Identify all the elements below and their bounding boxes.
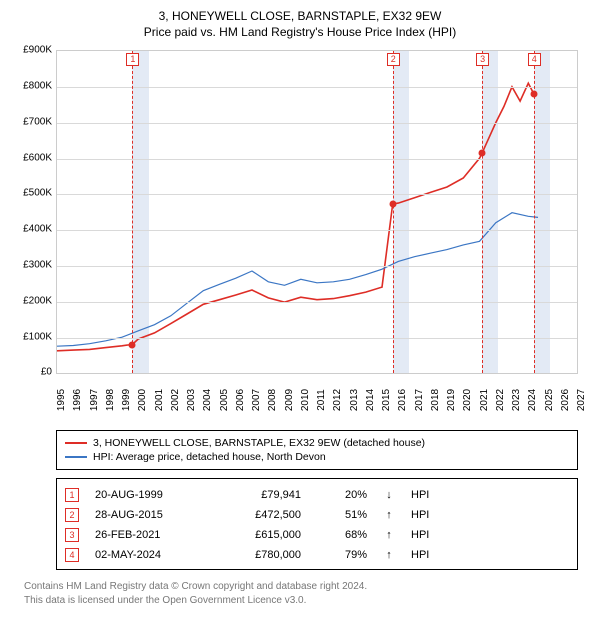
y-tick-label: £200K (12, 295, 52, 306)
arrow-down-icon: ↓ (383, 489, 395, 501)
sale-point-dot (479, 150, 486, 157)
legend: 3, HONEYWELL CLOSE, BARNSTAPLE, EX32 9EW… (56, 430, 578, 470)
sale-point-dot (530, 91, 537, 98)
sale-vs-hpi: HPI (411, 549, 429, 561)
sale-date: 02-MAY-2024 (95, 549, 205, 561)
sale-price: £780,000 (221, 549, 301, 561)
gridline (57, 302, 577, 303)
gridline (57, 123, 577, 124)
sale-price: £472,500 (221, 509, 301, 521)
sale-marker-top: 4 (528, 53, 541, 66)
sale-marker-icon: 4 (65, 548, 79, 562)
sale-marker-icon: 1 (65, 488, 79, 502)
sale-vline (482, 51, 483, 373)
chart-title: 3, HONEYWELL CLOSE, BARNSTAPLE, EX32 9EW… (12, 8, 588, 40)
sales-table: 1 20-AUG-1999 £79,941 20% ↓ HPI 2 28-AUG-2015 £4… (56, 478, 578, 570)
arrow-up-icon: ↑ (383, 529, 395, 541)
legend-item: HPI: Average price, detached house, Nort… (65, 450, 569, 464)
series-lines (57, 51, 577, 373)
sale-date: 28-AUG-2015 (95, 509, 205, 521)
x-tick-label: 2027 (576, 389, 600, 411)
y-tick-label: £500K (12, 188, 52, 199)
footer-attribution: Contains HM Land Registry data © Crown c… (24, 580, 578, 607)
sale-marker-top: 2 (387, 53, 400, 66)
sale-marker-icon: 2 (65, 508, 79, 522)
sale-vline (132, 51, 133, 373)
sale-pct: 68% (317, 529, 367, 541)
sale-pct: 20% (317, 489, 367, 501)
sale-marker-top: 3 (476, 53, 489, 66)
footer-line-2: This data is licensed under the Open Gov… (24, 594, 578, 608)
series-hpi (57, 213, 538, 347)
y-tick-label: £600K (12, 152, 52, 163)
sale-vs-hpi: HPI (411, 509, 429, 521)
sale-pct: 51% (317, 509, 367, 521)
sale-date: 20-AUG-1999 (95, 489, 205, 501)
sale-vline (534, 51, 535, 373)
y-tick-label: £0 (12, 367, 52, 378)
gridline (57, 230, 577, 231)
sale-vline (393, 51, 394, 373)
arrow-up-icon: ↑ (383, 549, 395, 561)
legend-swatch (65, 442, 87, 444)
sale-marker-icon: 3 (65, 528, 79, 542)
y-tick-label: £400K (12, 224, 52, 235)
sale-vs-hpi: HPI (411, 529, 429, 541)
sale-date: 26-FEB-2021 (95, 529, 205, 541)
y-tick-label: £100K (12, 331, 52, 342)
sale-row: 2 28-AUG-2015 £472,500 51% ↑ HPI (65, 505, 569, 525)
legend-swatch (65, 456, 87, 458)
footer-line-1: Contains HM Land Registry data © Crown c… (24, 580, 578, 594)
legend-label: HPI: Average price, detached house, Nort… (93, 451, 326, 463)
chart-area: £0 £100K £200K £300K £400K £500K £600K £700K £80… (12, 44, 588, 424)
title-line-1: 3, HONEYWELL CLOSE, BARNSTAPLE, EX32 9EW (12, 8, 588, 24)
title-line-2: Price paid vs. HM Land Registry's House … (12, 24, 588, 40)
gridline (57, 87, 577, 88)
plot-region: 1 2 3 4 (56, 50, 578, 374)
page: 3, HONEYWELL CLOSE, BARNSTAPLE, EX32 9EW… (0, 0, 600, 620)
gridline (57, 159, 577, 160)
sale-vs-hpi: HPI (411, 489, 429, 501)
sale-row: 4 02-MAY-2024 £780,000 79% ↑ HPI (65, 545, 569, 565)
y-tick-label: £700K (12, 116, 52, 127)
sale-price: £79,941 (221, 489, 301, 501)
sale-point-dot (389, 201, 396, 208)
sale-price: £615,000 (221, 529, 301, 541)
legend-item: 3, HONEYWELL CLOSE, BARNSTAPLE, EX32 9EW… (65, 436, 569, 450)
gridline (57, 338, 577, 339)
gridline (57, 266, 577, 267)
sale-point-dot (129, 341, 136, 348)
y-tick-label: £300K (12, 260, 52, 271)
sale-marker-top: 1 (126, 53, 139, 66)
y-tick-label: £800K (12, 81, 52, 92)
y-tick-label: £900K (12, 45, 52, 56)
gridline (57, 194, 577, 195)
sale-pct: 79% (317, 549, 367, 561)
arrow-up-icon: ↑ (383, 509, 395, 521)
legend-label: 3, HONEYWELL CLOSE, BARNSTAPLE, EX32 9EW… (93, 437, 425, 449)
sale-row: 3 26-FEB-2021 £615,000 68% ↑ HPI (65, 525, 569, 545)
sale-row: 1 20-AUG-1999 £79,941 20% ↓ HPI (65, 485, 569, 505)
